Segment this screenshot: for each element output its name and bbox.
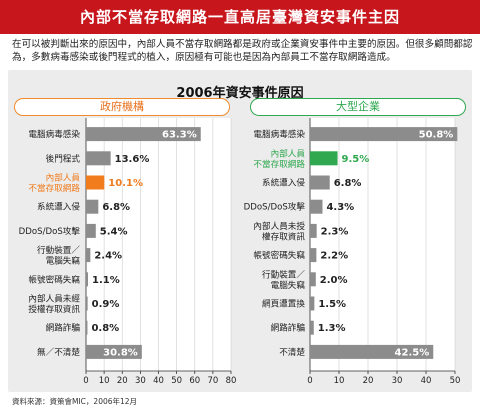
ent-bar xyxy=(310,199,323,214)
gov-x-tick-label: 50 xyxy=(171,376,182,386)
gov-category-label: 後門程式 xyxy=(46,152,81,164)
ent-value-label: 42.5% xyxy=(395,347,430,358)
ent-value-label: 1.5% xyxy=(318,299,346,310)
ent-x-tick-label: 30 xyxy=(392,376,403,386)
gov-value-label: 13.6% xyxy=(115,154,150,165)
ent-category-label: 電腦病毒感染 xyxy=(253,128,305,140)
ent-bar xyxy=(310,248,317,263)
gov-x-tick-label: 30 xyxy=(135,376,146,386)
gov-value-label: 6.8% xyxy=(102,202,130,213)
gov-value-label: 1.1% xyxy=(92,275,120,286)
gov-category-label: 系統遭入侵 xyxy=(37,201,80,213)
gov-bar xyxy=(86,296,88,311)
ent-bar xyxy=(310,223,317,238)
ent-category-label: 內部人員不當存取網路 xyxy=(253,147,305,170)
gov-category-label: 網路詐騙 xyxy=(46,322,81,334)
gov-category-label: 帳號密碼失竊 xyxy=(28,273,80,285)
gov-category-label: 內部人員不當存取網路 xyxy=(28,172,80,195)
banner-title: 內部不當存取網路一直高居臺灣資安事件主因 xyxy=(0,0,480,34)
ent-bar xyxy=(310,175,330,190)
gov-value-label: 5.4% xyxy=(100,226,128,237)
ent-value-label: 2.2% xyxy=(320,251,348,262)
ent-value-label: 9.5% xyxy=(342,154,370,165)
ent-category-label: 系統遭入侵 xyxy=(262,177,305,189)
gov-value-label: 30.8% xyxy=(103,347,138,358)
gov-bar xyxy=(86,223,96,238)
ent-bar xyxy=(310,320,314,335)
ent-category-label: 網路詐騙 xyxy=(271,322,306,334)
ent-category-label: DDoS/DoS攻擊 xyxy=(244,201,306,213)
ent-value-label: 4.3% xyxy=(326,202,354,213)
gov-x-tick-label: 60 xyxy=(189,376,200,386)
intro-text: 在可以被判斷出來的原因中，內部人員不當存取網路都是政府或企業資安事件中主要的原因… xyxy=(12,39,473,63)
ent-bar xyxy=(310,151,338,166)
government-panel-header: 政府機構 xyxy=(14,98,230,116)
ent-bar xyxy=(310,344,434,359)
gov-value-label: 2.4% xyxy=(94,251,122,262)
gov-value-label: 63.3% xyxy=(162,130,197,141)
gov-bar xyxy=(86,151,111,166)
gov-value-label: 0.9% xyxy=(92,299,120,310)
ent-value-label: 50.8% xyxy=(419,130,454,141)
ent-bar xyxy=(310,127,458,142)
ent-bar xyxy=(310,296,315,311)
ent-x-tick-label: 20 xyxy=(363,376,374,386)
gov-category-label: 無／不清楚 xyxy=(37,346,80,358)
gov-category-label: 行動裝置／電腦失竊 xyxy=(37,244,80,267)
ent-value-label: 1.3% xyxy=(318,323,346,334)
gov-bar xyxy=(86,320,88,335)
ent-value-label: 2.3% xyxy=(321,226,349,237)
gov-x-tick-label: 40 xyxy=(153,376,164,386)
ent-x-tick-label: 10 xyxy=(334,376,345,386)
ent-x-tick-label: 0 xyxy=(307,376,312,386)
ent-category-label: 帳號密碼失竊 xyxy=(253,249,305,261)
gov-bar xyxy=(86,199,99,214)
ent-bar xyxy=(310,272,316,287)
gov-x-tick-label: 70 xyxy=(207,376,218,386)
ent-value-label: 6.8% xyxy=(334,178,362,189)
ent-x-tick-label: 50 xyxy=(450,376,461,386)
ent-value-label: 2.0% xyxy=(320,275,348,286)
gov-category-label: DDoS/DoS攻擊 xyxy=(19,225,81,237)
gov-bar xyxy=(86,175,105,190)
gov-x-tick-label: 0 xyxy=(83,376,88,386)
ent-category-label: 網頁遭置換 xyxy=(262,298,305,310)
ent-x-tick-label: 40 xyxy=(421,376,432,386)
gov-x-tick-label: 10 xyxy=(99,376,110,386)
chart-title: 2006年資安事件原因 xyxy=(176,86,304,101)
gov-value-label: 0.8% xyxy=(91,323,119,334)
gov-x-tick-label: 80 xyxy=(226,376,237,386)
gov-bar xyxy=(86,272,88,287)
enterprise-panel-header: 大型企業 xyxy=(250,98,466,116)
gov-bar xyxy=(86,127,201,142)
ent-category-label: 不清楚 xyxy=(279,346,305,358)
ent-category-label: 內部人員未授權存取資訊 xyxy=(253,220,305,243)
gov-bar xyxy=(86,344,142,359)
source-note: 資料來源：資策會MIC，2006年12月 xyxy=(12,397,138,406)
gov-category-label: 內部人員未經授權存取資訊 xyxy=(28,293,80,316)
gov-x-tick-label: 20 xyxy=(117,376,128,386)
gov-value-label: 10.1% xyxy=(108,178,143,189)
ent-category-label: 行動裝置／電腦失竊 xyxy=(262,268,305,291)
gov-category-label: 電腦病毒感染 xyxy=(28,128,80,140)
gov-bar xyxy=(86,248,91,263)
